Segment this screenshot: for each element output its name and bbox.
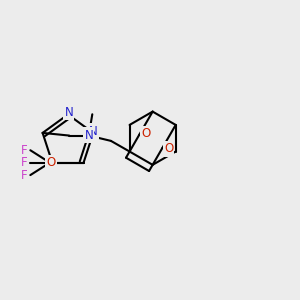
Text: O: O — [46, 156, 56, 169]
Text: O: O — [164, 142, 173, 155]
Text: N: N — [84, 129, 93, 142]
Text: F: F — [21, 156, 27, 169]
Text: N: N — [64, 106, 73, 119]
Text: N: N — [89, 124, 98, 138]
Text: F: F — [21, 169, 27, 182]
Text: F: F — [21, 144, 27, 157]
Text: O: O — [141, 127, 150, 140]
